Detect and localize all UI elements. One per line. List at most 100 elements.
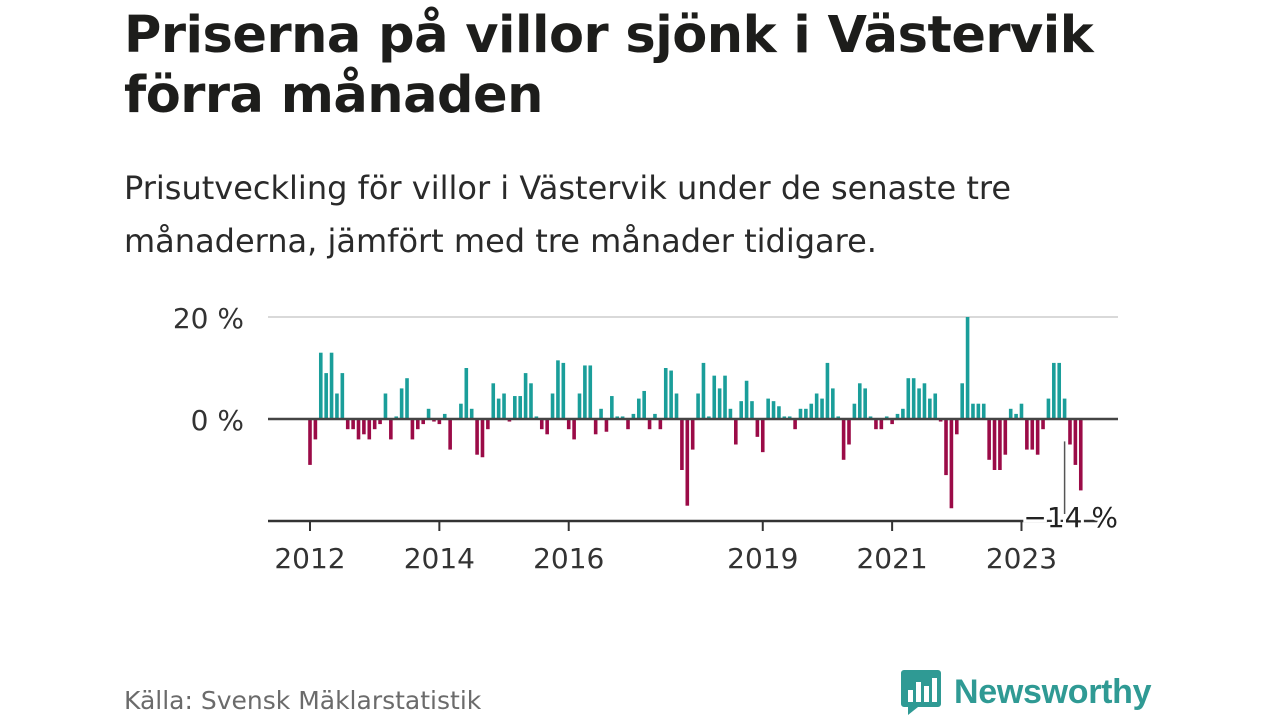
bar [631,413,636,419]
bar [685,419,690,506]
bar [367,419,372,440]
bar [793,419,797,430]
bar [475,419,479,455]
bar [577,393,582,419]
bar [906,378,911,419]
bar [518,396,523,419]
x-tick-label: 2023 [986,542,1057,575]
bar [874,419,878,430]
bar [496,398,501,419]
bar [992,419,997,470]
bar [987,419,991,460]
brand-name: Newsworthy [954,672,1152,711]
bar [448,419,452,450]
bar [615,416,620,419]
x-tick-label: 2014 [404,542,475,575]
bar [971,403,975,419]
bar [459,403,463,419]
bar [847,419,851,445]
bar [324,373,328,419]
bar [976,403,981,419]
bar [820,398,824,419]
bar [1057,362,1062,419]
bar [798,408,803,419]
bar [588,365,593,419]
bar [696,393,700,419]
bar [728,408,733,419]
bar [486,419,490,430]
bar [1078,419,1083,491]
bar [674,393,679,419]
bar [566,419,571,430]
bar [734,419,738,445]
bar [642,390,646,419]
bar [809,403,814,419]
bar [1035,419,1040,455]
bar [469,408,474,419]
bar-chart: 20 % 0 % 2012 2014 2016 2019 2021 2023 −14 % [172,302,1118,575]
bar [707,416,711,419]
bar [416,419,420,430]
bar [610,396,614,419]
bar [405,378,409,419]
newsworthy-logo: Newsworthy [900,668,1152,716]
bar [739,401,743,419]
bar [658,419,663,430]
bar [329,352,334,419]
bar [556,360,560,419]
bar [410,419,415,440]
bar [534,416,539,419]
bar [383,393,388,419]
bar [599,408,603,419]
bar [663,368,668,419]
bar [1046,398,1051,419]
bar [787,416,792,419]
bar [1008,408,1013,419]
bar [1041,419,1045,430]
chart-title: Priserna på villor sjönk i Västervik för… [124,6,1094,125]
bar [868,416,873,419]
bar [981,403,986,419]
bar [690,419,695,450]
bar [1003,419,1008,455]
bar [529,383,533,419]
bar [960,383,964,419]
bar [782,416,787,419]
bar [1019,403,1024,419]
chart-subtitle: Prisutveckling för villor i Västervik un… [124,169,1012,260]
bar [717,388,722,419]
bar [362,419,366,435]
bar [863,388,867,419]
bar [340,373,345,419]
bar [399,388,404,419]
bar [836,416,841,419]
bar [437,419,442,425]
bar [539,419,544,430]
bar [712,375,717,419]
bar [572,419,576,440]
bar [814,393,819,419]
y-tick-label: 0 % [191,404,244,437]
bar [723,375,727,419]
x-tick-label: 2016 [533,542,604,575]
bar [356,419,361,440]
bar [884,416,889,419]
bar [620,416,625,419]
bar [755,419,760,437]
bar [593,419,598,435]
bar [890,419,894,425]
bar [432,419,436,422]
bar [901,408,905,419]
bar [760,419,765,453]
x-tick-label: 2019 [727,542,798,575]
bar [680,419,684,470]
bar [1073,419,1078,465]
bar [825,362,830,419]
bar [550,393,555,419]
bar [744,380,749,419]
bar [1030,419,1035,450]
x-tick-label: 2021 [856,542,927,575]
bar [1052,362,1056,419]
bar [965,317,970,419]
bar [911,378,916,419]
